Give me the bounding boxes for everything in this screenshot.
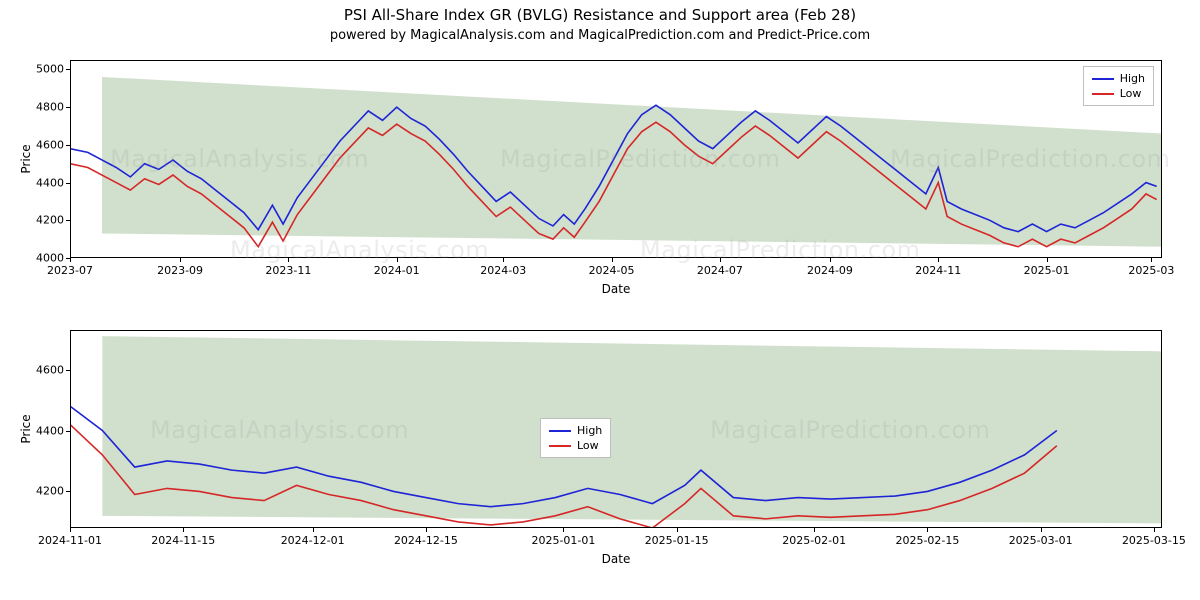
x-axis-label: Date: [70, 552, 1162, 566]
xtick-mark: [183, 528, 184, 532]
xtick-mark: [938, 258, 939, 262]
plot-border: [70, 330, 1162, 528]
xtick-mark: [1041, 528, 1042, 532]
chart-panel-bottom: Price Date HighLow 4200440046002024-11-0…: [70, 330, 1162, 528]
chart-title: PSI All-Share Index GR (BVLG) Resistance…: [0, 6, 1200, 24]
legend-label: High: [1120, 71, 1145, 86]
xtick-mark: [426, 528, 427, 532]
legend-label: High: [577, 423, 602, 438]
xtick-mark: [677, 528, 678, 532]
ytick-mark: [66, 370, 70, 371]
legend-label: Low: [577, 438, 599, 453]
xtick-mark: [313, 528, 314, 532]
xtick-mark: [1151, 258, 1152, 262]
ytick-mark: [66, 491, 70, 492]
legend-item: High: [549, 423, 602, 438]
legend-swatch: [1092, 93, 1114, 95]
ytick-label: 5000: [36, 63, 70, 76]
xtick-mark: [830, 258, 831, 262]
ytick-mark: [66, 220, 70, 221]
legend-item: High: [1092, 71, 1145, 86]
plot-border: [70, 60, 1162, 258]
ytick-label: 4800: [36, 101, 70, 114]
ytick-label: 4200: [36, 214, 70, 227]
x-axis-label: Date: [70, 282, 1162, 296]
xtick-mark: [1154, 528, 1155, 532]
chart-panel-top: Price Date HighLow 400042004400460048005…: [70, 60, 1162, 258]
xtick-mark: [814, 528, 815, 532]
legend-bottom: HighLow: [540, 418, 611, 458]
legend-item: Low: [1092, 86, 1145, 101]
xtick-mark: [563, 528, 564, 532]
ytick-mark: [66, 431, 70, 432]
ytick-mark: [66, 145, 70, 146]
xtick-mark: [503, 258, 504, 262]
ytick-mark: [66, 183, 70, 184]
legend-swatch: [549, 430, 571, 432]
ytick-label: 4400: [36, 176, 70, 189]
legend-item: Low: [549, 438, 602, 453]
xtick-mark: [612, 258, 613, 262]
y-axis-label: Price: [19, 414, 33, 443]
ytick-label: 4600: [36, 138, 70, 151]
xtick-mark: [397, 258, 398, 262]
legend-swatch: [549, 445, 571, 447]
legend-swatch: [1092, 78, 1114, 80]
xtick-mark: [1047, 258, 1048, 262]
xtick-mark: [180, 258, 181, 262]
ytick-label: 4200: [36, 485, 70, 498]
chart-subtitle: powered by MagicalAnalysis.com and Magic…: [0, 28, 1200, 43]
ytick-mark: [66, 107, 70, 108]
legend-top: HighLow: [1083, 66, 1154, 106]
xtick-mark: [70, 258, 71, 262]
xtick-mark: [70, 528, 71, 532]
legend-label: Low: [1120, 86, 1142, 101]
xtick-mark: [288, 258, 289, 262]
ytick-mark: [66, 69, 70, 70]
figure: PSI All-Share Index GR (BVLG) Resistance…: [0, 0, 1200, 600]
y-axis-label: Price: [19, 144, 33, 173]
ytick-label: 4600: [36, 363, 70, 376]
ytick-label: 4400: [36, 424, 70, 437]
xtick-mark: [720, 258, 721, 262]
xtick-mark: [927, 528, 928, 532]
